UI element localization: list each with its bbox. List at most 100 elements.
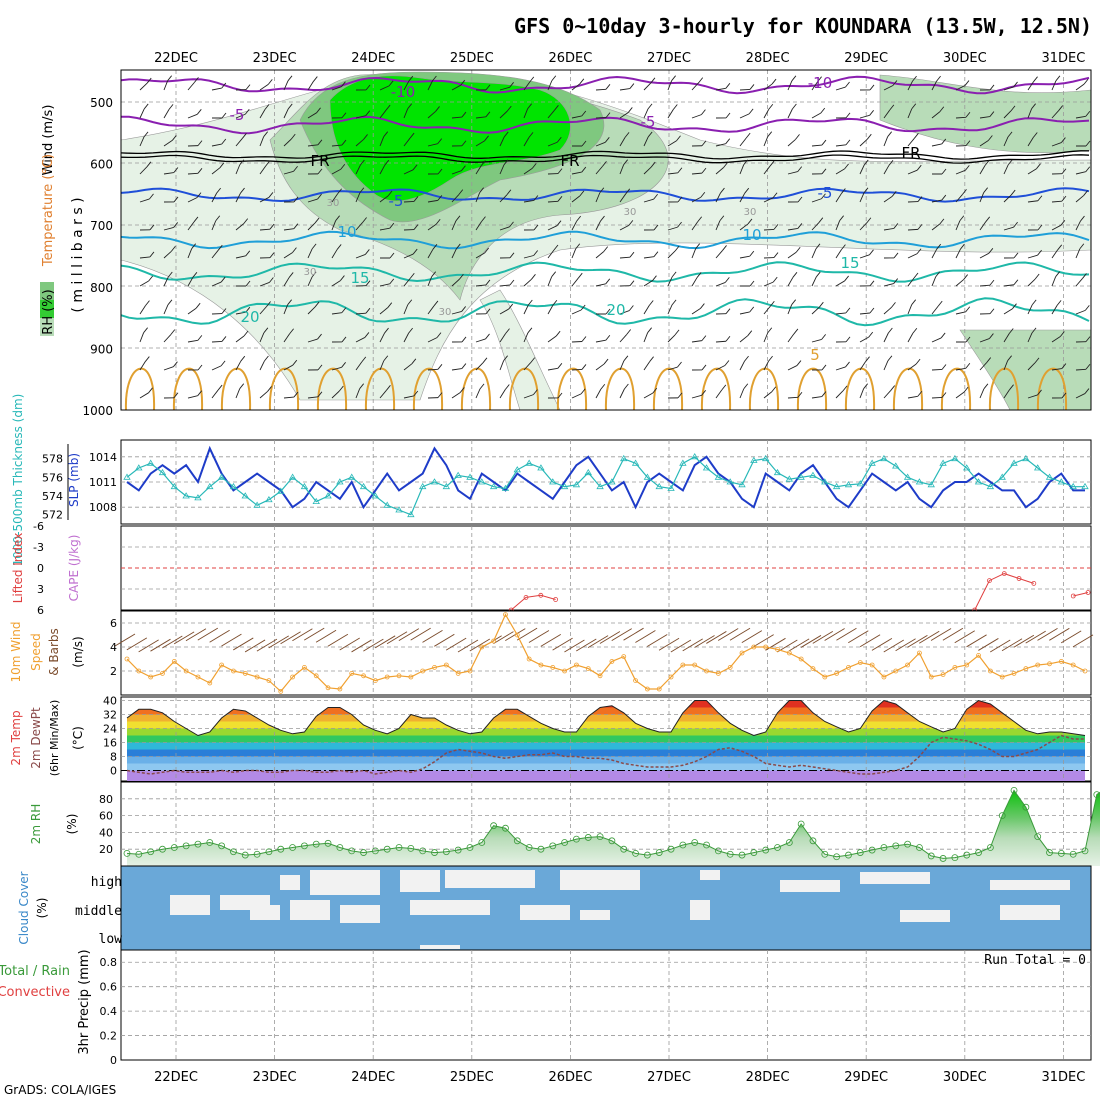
wind-barb: [221, 633, 242, 647]
wind-barb: [126, 637, 148, 651]
contour-label: FR: [901, 144, 920, 162]
wind-barb: [564, 639, 585, 653]
wind-barb: [1037, 628, 1058, 641]
li-point: [1031, 581, 1037, 586]
rh2m-series-point: [1010, 787, 1018, 794]
date-label-bottom: 31DEC: [1041, 1070, 1085, 1085]
cloud-gap: [860, 872, 930, 884]
wind-barb: [315, 629, 337, 643]
date-label-bottom: 28DEC: [746, 1070, 790, 1085]
rh2m-series-point: [986, 844, 994, 851]
wind-speed-series-point: [668, 674, 674, 680]
li-tick-label: -6: [33, 520, 44, 533]
rh2m-series-point: [289, 844, 296, 851]
wind-barb: [741, 630, 763, 644]
wind-barb: [942, 627, 964, 641]
rh2m-series-point: [643, 851, 651, 859]
thickness-series-point: [478, 478, 486, 485]
bottom-date-labels: 22DEC 23DEC 24DEC 25DEC 26DEC 27DEC 28DEC 29DEC…: [154, 1070, 1085, 1085]
wind-speed-series-point: [834, 671, 840, 676]
rh2m-series-point: [360, 849, 367, 856]
wind-speed-series-point: [514, 632, 520, 638]
thickness-series-point: [489, 482, 498, 490]
upper-ylabel-temp: Temperature (°C): [41, 154, 56, 267]
wind-barb: [1049, 627, 1070, 641]
thickness-series-point: [797, 473, 805, 480]
rh2m-series-point: [561, 839, 569, 846]
wind-barb: [469, 638, 491, 652]
thickness-series-point: [572, 481, 581, 488]
thickness-series-point: [395, 506, 403, 513]
wind-speed-series-point: [597, 673, 603, 679]
contour-label: 30: [744, 207, 757, 218]
wind-speed-series-point: [798, 656, 804, 662]
wind-speed-series-point: [491, 638, 497, 644]
thickness-series-point: [986, 482, 995, 490]
wind-speed-series: [126, 613, 1086, 693]
wind-barb: [516, 627, 538, 641]
thickness-series-point: [229, 482, 238, 490]
rh2m-series-point: [466, 844, 474, 851]
cloud-gap: [280, 875, 300, 890]
temp-ylabel-unit: (°C): [71, 726, 85, 750]
cloud-gap: [1000, 905, 1060, 920]
thickness-series-point: [560, 482, 569, 490]
thickness-series-point: [927, 481, 935, 488]
cloud-ylabel-unit: (%): [35, 898, 49, 919]
wind-barb: [978, 638, 999, 651]
temp-ylabel-2: 2m DewPt: [29, 707, 43, 769]
rh2m-series-point: [703, 841, 710, 849]
rh2m-series-point: [856, 849, 864, 856]
rh2m-series-point: [584, 834, 592, 841]
wind-barb: [682, 638, 703, 652]
thickness-series-point: [407, 510, 415, 518]
wind-speed-series-point: [574, 662, 579, 668]
rh2m-series-point: [182, 842, 190, 850]
wind-speed-series-point: [846, 665, 851, 670]
thickness-series-point: [1057, 478, 1066, 485]
cloud-gap: [990, 880, 1070, 890]
upper-ylabel-wind: Wind (m/s): [41, 105, 56, 176]
wind-barb: [1001, 638, 1023, 652]
rh2m-series-point: [927, 852, 935, 860]
thickness-series-point: [726, 478, 734, 485]
thickness-series-point: [265, 495, 273, 503]
thickness-series-point: [1010, 459, 1018, 466]
wind-barb: [185, 628, 207, 642]
wind-barb: [646, 634, 668, 647]
wind-barb: [717, 628, 739, 641]
wind-barb: [374, 635, 396, 649]
wind-speed-series-point: [420, 668, 426, 674]
precip-tick-label: 0: [110, 1054, 117, 1067]
wind-speed-series-point: [917, 650, 922, 656]
rh2m-tick-label: 40: [99, 826, 113, 839]
li-point: [553, 597, 559, 602]
wind-barb: [706, 631, 727, 644]
thickness-series-point: [217, 473, 226, 480]
rh2m-series: [126, 789, 1100, 859]
rh2m-series-point: [845, 851, 852, 859]
temp-band: [127, 728, 1085, 736]
wind-speed-series-point: [786, 650, 792, 656]
wind10-panel: 6 4 2: [110, 610, 1094, 696]
thickness-series-point: [690, 453, 699, 460]
contour-label: 30: [439, 307, 452, 318]
wind-ylabel-2: Speed: [29, 633, 43, 671]
wind-barb: [386, 631, 408, 645]
wind-barb: [1072, 634, 1094, 648]
rh2m-series-point: [1034, 833, 1042, 840]
temp-band: [127, 742, 1085, 750]
rh2m-series-point: [1069, 850, 1077, 858]
rh2m-series-point: [277, 845, 285, 853]
wind-speed-series-point: [952, 665, 958, 670]
wind-barb: [919, 630, 940, 644]
contour-label: 10: [337, 223, 356, 241]
thickness-series-point: [1022, 454, 1030, 462]
wind-barb: [788, 638, 810, 652]
rh2m-series-point: [442, 848, 450, 856]
wind-barb: [327, 633, 349, 647]
date-label-bottom: 26DEC: [548, 1070, 592, 1085]
rh2m-series-point: [431, 849, 438, 856]
cloud-gap: [560, 870, 640, 890]
precip-panel: 0.8 0.6 0.4 0.2 0: [100, 949, 1092, 1067]
